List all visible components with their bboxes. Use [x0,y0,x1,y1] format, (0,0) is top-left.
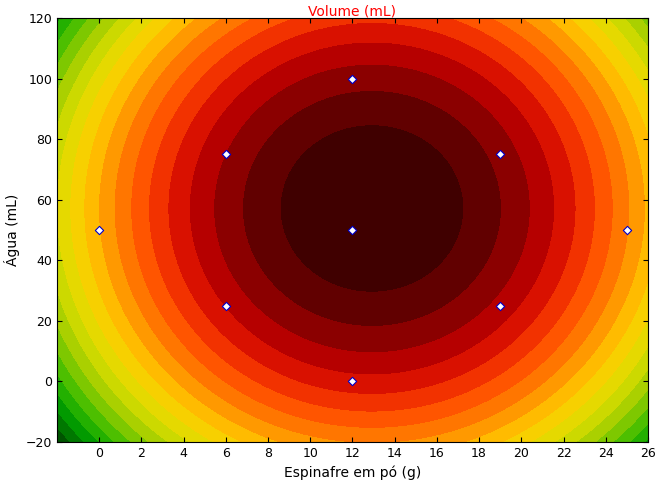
Point [495,302,506,310]
Point [220,302,231,310]
Point [347,226,358,234]
Point [94,226,104,234]
Point [347,378,358,385]
Point [622,226,632,234]
X-axis label: Espinafre em pó (g): Espinafre em pó (g) [284,465,421,480]
Title: Volume (mL): Volume (mL) [308,4,397,18]
Y-axis label: Água (mL): Água (mL) [4,194,20,266]
Point [347,75,358,83]
Point [220,151,231,158]
Point [495,151,506,158]
